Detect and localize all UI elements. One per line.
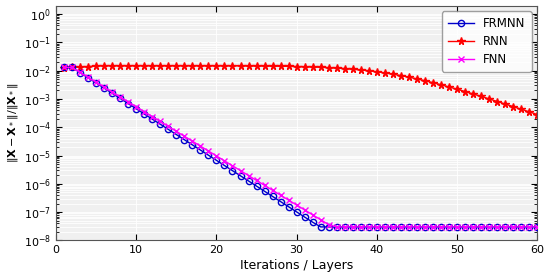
- FRMNN: [141, 112, 147, 116]
- FRMNN: [60, 66, 67, 69]
- RNN: [205, 64, 212, 68]
- Line: FRMNN: FRMNN: [61, 64, 541, 230]
- FNN: [60, 66, 67, 69]
- FRMNN: [366, 225, 372, 229]
- Line: FNN: FNN: [61, 64, 541, 230]
- RNN: [221, 64, 228, 68]
- FRMNN: [213, 159, 220, 162]
- Legend: FRMNN, RNN, FNN: FRMNN, RNN, FNN: [442, 11, 531, 72]
- RNN: [60, 66, 67, 70]
- RNN: [534, 113, 541, 116]
- Y-axis label: $\|\mathbf{X} - \mathbf{X}_*\| / \|\mathbf{X}_*\|$: $\|\mathbf{X} - \mathbf{X}_*\| / \|\math…: [6, 83, 20, 163]
- FNN: [141, 110, 147, 113]
- FNN: [213, 154, 220, 158]
- FNN: [534, 225, 541, 229]
- RNN: [101, 64, 107, 67]
- FNN: [197, 144, 204, 148]
- Line: RNN: RNN: [60, 62, 541, 118]
- FNN: [333, 225, 340, 229]
- X-axis label: Iterations / Layers: Iterations / Layers: [240, 259, 353, 272]
- FRMNN: [197, 148, 204, 152]
- FRMNN: [317, 225, 324, 229]
- FRMNN: [181, 138, 188, 141]
- FRMNN: [534, 225, 541, 229]
- RNN: [149, 64, 156, 67]
- FRMNN: [221, 164, 228, 167]
- FNN: [181, 135, 188, 138]
- FNN: [221, 159, 228, 162]
- FNN: [366, 225, 372, 229]
- RNN: [229, 64, 236, 68]
- RNN: [189, 64, 196, 67]
- RNN: [366, 69, 372, 73]
